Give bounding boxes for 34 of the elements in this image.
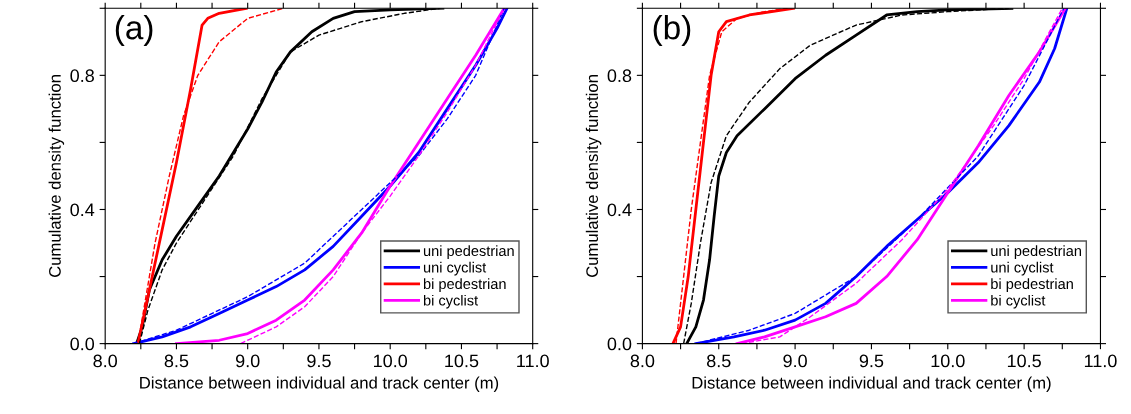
x-tick-label: 10.5 [445,354,479,368]
y-tick-label: 0.0 [70,337,95,351]
y-tick-label: 0.8 [70,69,94,83]
x-axis-title: Distance between individual and track center (m) [140,376,499,392]
legend-label: uni pedestrian [423,245,514,259]
legend-label: uni pedestrian [991,245,1081,259]
x-tick-label: 9.5 [307,354,331,368]
x-tick-label: 9.0 [783,354,807,368]
annotation: (a) [115,14,153,47]
x-tick-label: 8.5 [706,354,731,368]
x-tick-label: 8.0 [630,354,655,368]
legend-label: uni cyclist [991,261,1054,276]
x-tick-label: 11.0 [1084,354,1117,368]
y-tick-label: 0.4 [607,203,632,217]
legend-label: bi pedestrian [991,278,1073,292]
x-tick-label: 8.5 [164,354,189,368]
y-tick-label: 0.8 [607,69,632,83]
legend-label: bi cyclist [991,294,1046,309]
x-tick-label: 10.0 [374,354,408,368]
y-axis-title: Cumulative density function [48,75,65,277]
x-tick-label: 9.5 [859,354,884,368]
x-tick-label: 10.5 [1007,354,1041,368]
y-tick-label: 0.4 [70,203,95,217]
x-axis-title: Distance between individual and track center (m) [692,376,1051,392]
annotation: (b) [653,14,691,47]
x-tick-label: 8.0 [93,354,118,368]
x-tick-label: 10.0 [931,354,965,368]
x-tick-label: 11.0 [517,354,549,368]
legend-label: bi cyclist [423,294,479,309]
x-tick-label: 9.0 [235,354,260,368]
legend-label: bi pedestrian [423,278,506,292]
y-axis-title: Cumulative density function [585,75,602,277]
y-tick-label: 0.0 [607,337,632,351]
legend-label: uni cyclist [423,261,487,276]
